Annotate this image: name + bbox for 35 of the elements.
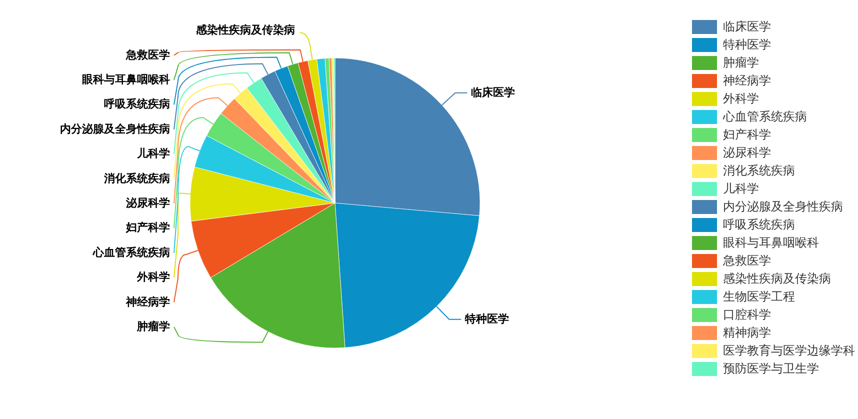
legend-label: 消化系统疾病 [723,163,795,178]
legend-label: 临床医学 [723,19,771,34]
legend-label: 神经病学 [723,73,771,88]
slice-label: 内分泌腺及全身性疾病 [60,122,170,136]
slice-label: 儿科学 [136,147,170,160]
legend-label: 口腔科学 [723,307,771,322]
slice-label: 感染性疾病及传染病 [195,24,295,37]
slice-label: 特种医学 [464,312,510,326]
legend-label: 预防医学与卫生学 [723,361,819,376]
slice-label: 妇产科学 [125,221,170,234]
legend-label: 外科学 [723,91,759,106]
slice-label: 外科学 [136,270,170,284]
legend-label: 泌尿科学 [723,145,771,160]
legend-label: 内分泌腺及全身性疾病 [723,199,843,214]
slice-label: 临床医学 [471,86,516,99]
slice-label: 肿瘤学 [136,320,170,334]
slice-label: 泌尿科学 [125,196,170,210]
legend-label: 妇产科学 [723,127,771,142]
slice-label: 急救医学 [125,48,170,62]
slice-label: 神经病学 [125,295,170,308]
legend-label: 眼科与耳鼻咽喉科 [723,235,819,250]
legend-label: 心血管系统疾病 [722,109,807,124]
legend-label: 感染性疾病及传染病 [723,271,831,286]
legend-label: 儿科学 [723,181,759,196]
legend-label: 呼吸系统疾病 [723,217,795,232]
slice-label: 消化系统疾病 [103,172,170,185]
slice-label: 心血管系统疾病 [92,246,170,259]
slice-label: 眼科与耳鼻咽喉科 [82,73,170,86]
legend-label: 精神病学 [723,325,771,340]
legend-label: 急救医学 [722,253,771,268]
slice-label: 呼吸系统疾病 [104,98,170,111]
legend-label: 肿瘤学 [723,55,759,70]
legend-label: 特种医学 [723,37,771,52]
legend-label: 生物医学工程 [723,289,795,304]
legend-label: 医学教育与医学边缘学科 [723,343,855,358]
